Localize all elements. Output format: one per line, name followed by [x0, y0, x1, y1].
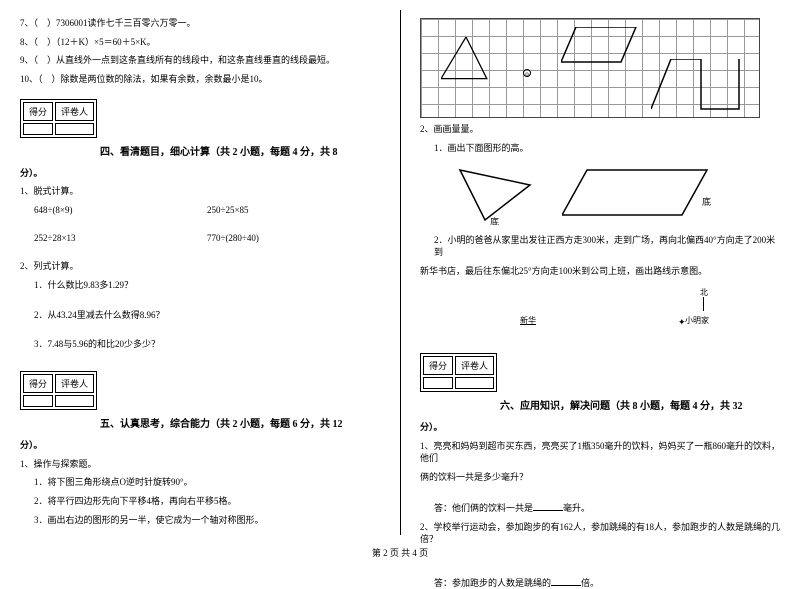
s5-2-2b: 新华书店，最后往东偏北25°方向走100米到公司上班，画出路线示意图。: [420, 266, 780, 278]
shapes-for-height: 底 底: [440, 161, 780, 231]
score-cell: [423, 377, 453, 389]
grid-canvas: o: [420, 18, 760, 118]
score-header-2: 评卷人: [55, 374, 94, 393]
question-8: 8、（ ）（12＋K）×5＝60＋5×K。: [20, 37, 380, 49]
base-label-2: 底: [702, 196, 711, 207]
ans-2-suf: 倍。: [581, 578, 599, 588]
north-label: 北: [700, 287, 708, 298]
s5-1-3: 3．画出右边的图形的另一半，使它成为一个轴对称图形。: [20, 515, 380, 527]
s4-2-1: 1．什么数比9.83多1.29？: [20, 280, 380, 292]
section-6-cont: 分）。: [420, 422, 443, 432]
score-cell: [455, 377, 494, 389]
section-4-title: 四、看清题目，细心计算（共 2 小题，每题 4 分，共 8: [100, 147, 338, 158]
score-cell: [55, 123, 94, 135]
s5-item-1: 1、操作与探索题。: [20, 459, 380, 471]
s5-item-2: 2、画画量量。: [420, 124, 780, 136]
section-5-cont: 分）。: [20, 440, 43, 450]
score-box-4: 得分评卷人: [20, 99, 97, 138]
s6-1b: 俩的饮料一共是多少毫升？: [420, 472, 780, 484]
question-9: 9、（ ）从直线外一点到这条直线所有的线段中，和这条直线垂直的线段最短。: [20, 55, 380, 67]
score-box-6: 得分评卷人: [420, 353, 497, 392]
ans-1-pre: 答：他们俩的饮料一共是: [434, 503, 533, 513]
section-6-title: 六、应用知识，解决问题（共 8 小题，每题 4 分，共 32: [500, 401, 743, 412]
section-5-title: 五、认真思考，综合能力（共 2 小题，每题 6 分，共 12: [100, 419, 343, 430]
calc-1-right: 250÷25×85: [207, 205, 380, 215]
triangle-2: 底: [450, 165, 540, 225]
s4-item-2: 2、列式计算。: [20, 261, 380, 273]
north-arrow-icon: [703, 297, 704, 311]
score-box-5: 得分评卷人: [20, 371, 97, 410]
ans-2-pre: 答：参加跑步的人数是跳绳的: [434, 578, 551, 588]
s6-2-answer: 答：参加跑步的人数是跳绳的 倍。: [434, 576, 780, 589]
parallelogram-shape: [561, 27, 641, 67]
s5-1-1: 1．将下图三角形绕点O逆时针旋转90°。: [20, 477, 380, 489]
store-label: 新华: [520, 315, 536, 326]
ans-1-suf: 毫升。: [563, 503, 590, 513]
s5-2-1: 1．画出下面图形的高。: [420, 143, 780, 155]
s5-2-2a: 2．小明的爸爸从家里出发往正西方走300米，走到广场，再向北偏西40°方向走了2…: [420, 235, 780, 258]
left-column: 7、（ ）7306001读作七千三百零六万零一。 8、（ ）（12＋K）×5＝6…: [0, 0, 400, 565]
calc-row-2: 252÷28×13 770÷(280÷40): [20, 233, 380, 243]
score-header-2: 评卷人: [55, 102, 94, 121]
triangle-shape: [441, 37, 491, 87]
s4-2-3: 3．7.48与5.96的和比20少多少？: [20, 339, 380, 351]
s6-1a: 1、亮亮和妈妈到超市买东西，亮亮买了1瓶350毫升的饮料，妈妈买了一瓶860毫升…: [420, 441, 780, 464]
question-7: 7、（ ）7306001读作七千三百零六万零一。: [20, 18, 380, 30]
compass-diagram: 北 新华 ✦ 小明家: [520, 287, 780, 337]
score-header-1: 得分: [423, 356, 453, 375]
score-header-1: 得分: [23, 102, 53, 121]
section-4-cont: 分）。: [20, 168, 43, 178]
score-cell: [23, 395, 53, 407]
score-header-2: 评卷人: [455, 356, 494, 375]
score-cell: [23, 123, 53, 135]
blank-1: [533, 501, 563, 511]
s5-1-2: 2．将平行四边形先向下平移4格，再向右平移5格。: [20, 496, 380, 508]
trapezoid-shape: [651, 59, 741, 114]
calc-1-left: 648÷(8×9): [34, 205, 207, 215]
s4-item-1: 1、脱式计算。: [20, 186, 380, 198]
s6-2: 2、学校举行运动会，参加跑步的有162人，参加跳绳的有18人，参加跑步的人数是跳…: [420, 522, 780, 545]
home-label: 小明家: [685, 315, 709, 326]
right-column: o 2、画画量量。 1．画出下面图形的高。 底 底 2．小明的爸爸从家里出发往正…: [400, 0, 800, 565]
calc-2-right: 770÷(280÷40): [207, 233, 380, 243]
blank-2: [551, 576, 581, 586]
score-header-1: 得分: [23, 374, 53, 393]
s6-1-answer: 答：他们俩的饮料一共是 毫升。: [434, 501, 780, 514]
s4-2-2: 2．从43.24里减去什么数得8.96？: [20, 310, 380, 322]
page-footer: 第 2 页 共 4 页: [0, 546, 800, 559]
calc-row-1: 648÷(8×9) 250÷25×85: [20, 205, 380, 215]
base-label-1: 底: [490, 216, 499, 225]
calc-2-left: 252÷28×13: [34, 233, 207, 243]
origin-point-icon: o: [523, 69, 531, 77]
question-10: 10、（ ）除数是两位数的除法，如果有余数，余数最小是10。: [20, 74, 380, 86]
parallelogram-2: 底: [562, 165, 712, 225]
score-cell: [55, 395, 94, 407]
